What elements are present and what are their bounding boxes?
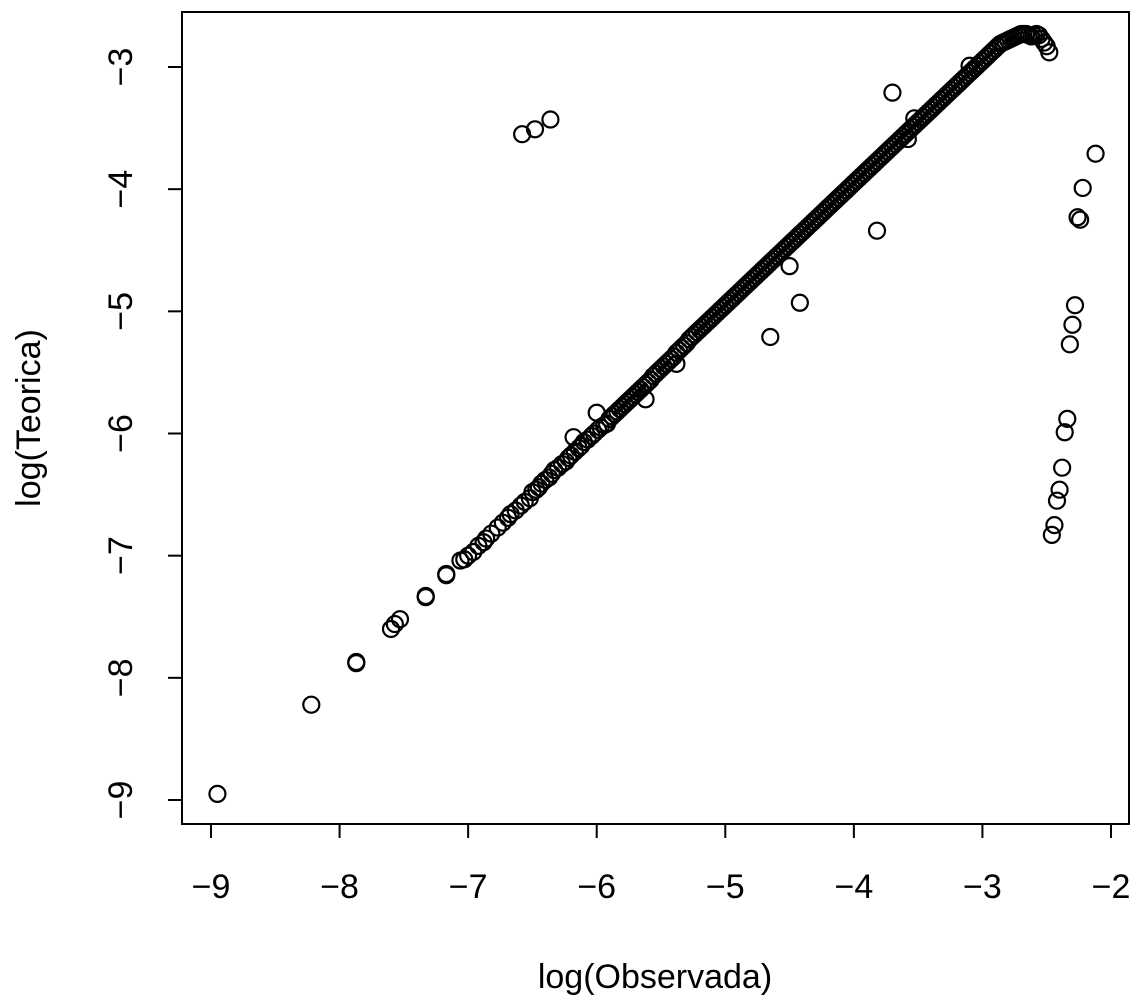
- data-point: [1071, 210, 1090, 229]
- data-point: [1058, 409, 1077, 428]
- data-point: [761, 327, 780, 347]
- y-tick-label: −9: [102, 781, 140, 820]
- data-point: [905, 109, 924, 128]
- x-axis: −9 −8 −7 −6 −5 −4 −3 −2: [192, 823, 1131, 906]
- x-tick-label: −2: [1092, 868, 1131, 906]
- data-point: [898, 129, 917, 149]
- y-tick-label: −6: [102, 414, 140, 453]
- x-tick-label: −8: [320, 868, 359, 906]
- data-point: [1035, 33, 1054, 52]
- data-point: [1055, 423, 1074, 442]
- data-point: [1068, 208, 1087, 227]
- data-point: [1045, 516, 1064, 535]
- data-point: [381, 619, 401, 639]
- data-point: [527, 480, 546, 499]
- data-point: [587, 403, 606, 422]
- y-axis-label: log(Teorica): [10, 329, 48, 507]
- data-point: [667, 354, 686, 373]
- data-point: [883, 83, 902, 102]
- x-tick-label: −3: [963, 868, 1002, 906]
- data-point: [1086, 144, 1105, 163]
- data-point: [464, 542, 483, 562]
- data-point: [513, 125, 532, 144]
- x-axis-label: log(Observada): [538, 958, 772, 996]
- data-point: [525, 120, 545, 139]
- data-point: [790, 293, 809, 312]
- data-point: [541, 110, 560, 129]
- data-point: [482, 524, 501, 543]
- data-point: [559, 448, 578, 468]
- data-point: [1053, 458, 1072, 477]
- plot-frame: [181, 11, 1130, 825]
- x-tick-label: −6: [577, 868, 616, 906]
- data-point: [542, 464, 561, 483]
- data-point: [636, 390, 655, 409]
- data-point: [1063, 315, 1082, 334]
- data-point: [1060, 335, 1079, 354]
- y-axis: −9 −8 −7 −6 −5 −4 −3: [102, 48, 183, 820]
- data-point: [347, 654, 366, 673]
- data-point: [1047, 491, 1067, 510]
- data-point: [1042, 525, 1061, 544]
- data-point: [578, 430, 597, 449]
- data-point: [536, 470, 555, 490]
- data-point: [1050, 480, 1069, 499]
- y-tick-label: −8: [102, 658, 140, 697]
- x-tick-label: −5: [706, 868, 745, 906]
- data-points: [208, 24, 1105, 803]
- x-tick-label: −4: [834, 868, 873, 906]
- y-tick-label: −3: [102, 48, 140, 87]
- data-point: [867, 221, 887, 240]
- data-point: [385, 614, 404, 634]
- data-point: [437, 566, 456, 585]
- data-point: [390, 610, 410, 629]
- data-point: [960, 56, 979, 75]
- data-point: [1040, 43, 1059, 62]
- data-point: [459, 546, 478, 565]
- x-tick-label: −9: [192, 868, 231, 906]
- data-point: [564, 428, 583, 447]
- data-point: [780, 257, 799, 276]
- data-point: [477, 529, 496, 548]
- x-tick-label: −7: [449, 868, 488, 906]
- data-point: [556, 452, 575, 471]
- data-point: [488, 518, 507, 537]
- y-tick-label: −4: [102, 170, 140, 209]
- y-tick-label: −7: [102, 536, 140, 575]
- data-point: [565, 442, 584, 461]
- data-point: [416, 588, 435, 607]
- data-point: [302, 695, 321, 714]
- data-point: [208, 784, 227, 803]
- data-point: [1073, 178, 1092, 198]
- data-point: [1065, 296, 1085, 315]
- y-tick-label: −5: [102, 292, 140, 331]
